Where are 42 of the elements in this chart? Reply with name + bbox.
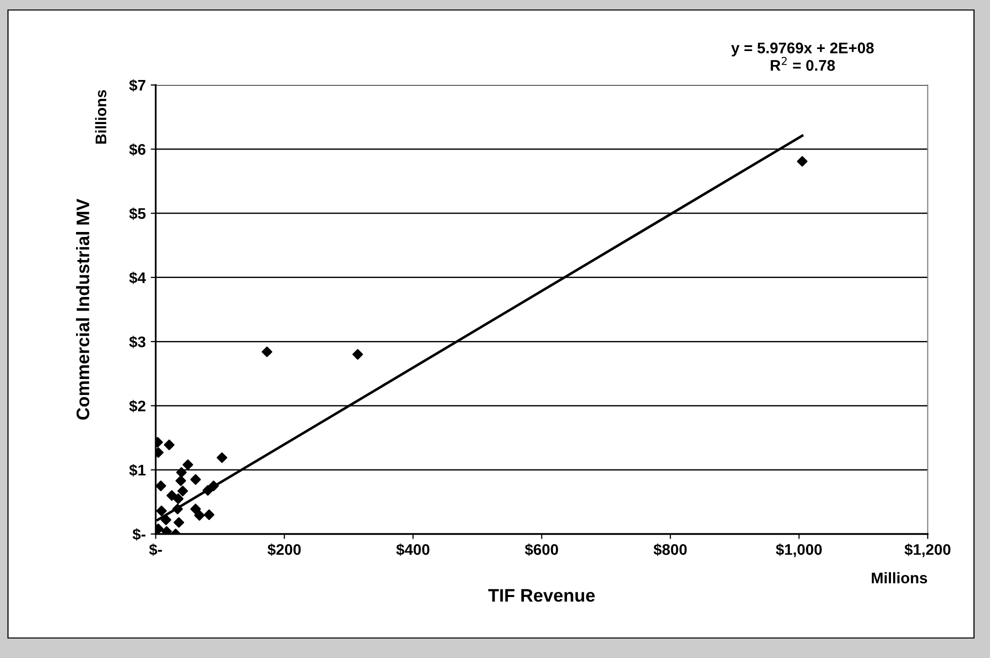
point xyxy=(176,467,187,478)
y-tick-label: $2 xyxy=(129,400,146,412)
point xyxy=(156,480,166,492)
x-tick-label: $1,200 xyxy=(904,543,950,558)
point xyxy=(156,506,167,516)
y-tick-label: $3 xyxy=(129,336,146,348)
text: y = 5.9769x + 2E+08 R$^{2}$ = 0.78 xyxy=(731,42,874,71)
point xyxy=(172,493,184,504)
point xyxy=(182,459,194,470)
point xyxy=(216,452,228,463)
x-tick-label: $1,000 xyxy=(776,543,822,558)
x-tick-label: $- xyxy=(149,543,162,556)
y-tick-label: $6 xyxy=(129,143,146,156)
point xyxy=(194,510,205,521)
point xyxy=(190,504,201,514)
y-tick-label: $- xyxy=(132,528,146,541)
point xyxy=(204,509,214,520)
text: Billions xyxy=(95,90,106,144)
y-tick-label: $1 xyxy=(129,464,146,477)
point xyxy=(352,349,364,360)
x-tick-label: $800 xyxy=(654,543,687,556)
point xyxy=(262,346,272,358)
x-tick-label: $600 xyxy=(524,543,558,556)
point xyxy=(172,504,183,514)
point xyxy=(796,156,808,167)
point xyxy=(174,517,184,528)
point xyxy=(164,440,175,450)
point xyxy=(166,490,178,501)
y-axis-title: Commercial Industrial MV xyxy=(76,198,90,420)
text: Millions xyxy=(872,572,928,584)
y-tick-label: $5 xyxy=(129,207,146,220)
point xyxy=(190,474,201,485)
point xyxy=(175,475,186,486)
point xyxy=(177,486,188,496)
point xyxy=(160,514,172,526)
y-tick-label: $7 xyxy=(129,79,146,92)
x-tick-label: $400 xyxy=(396,543,430,556)
point xyxy=(202,485,214,496)
x-tick-label: $200 xyxy=(268,543,301,556)
x-axis-title: TIF Revenue xyxy=(488,589,595,602)
point xyxy=(208,480,219,492)
y-tick-label: $4 xyxy=(129,272,146,284)
